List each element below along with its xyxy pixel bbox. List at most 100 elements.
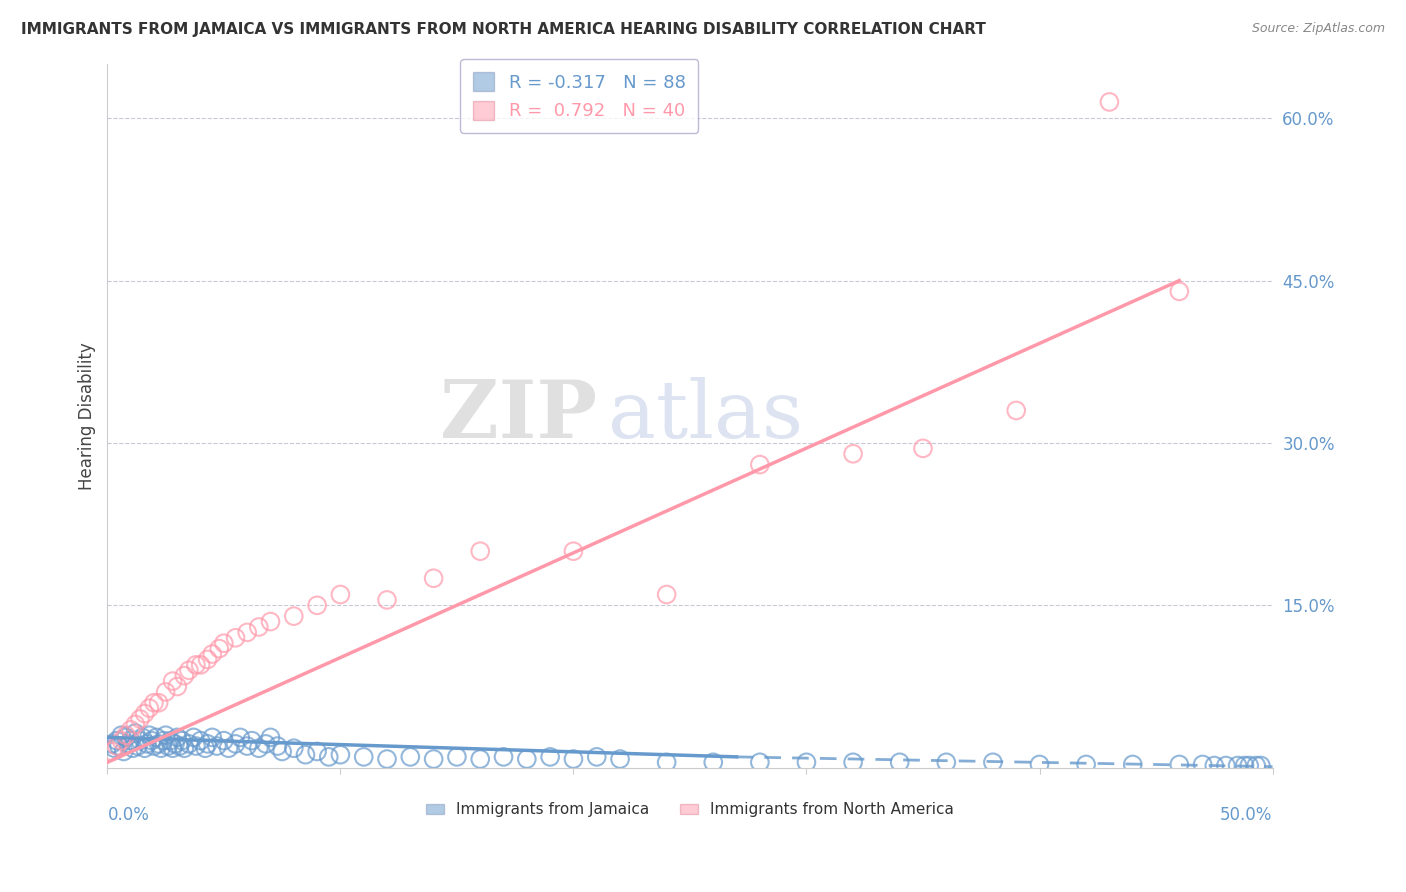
Point <box>110 728 132 742</box>
Point <box>120 723 142 737</box>
Point <box>585 750 607 764</box>
Point <box>1204 758 1226 772</box>
Point <box>131 731 153 745</box>
Point <box>283 609 305 624</box>
Point <box>1239 758 1261 772</box>
Point <box>124 717 146 731</box>
Point <box>259 615 281 629</box>
Point <box>259 731 281 745</box>
Y-axis label: Hearing Disability: Hearing Disability <box>79 342 96 490</box>
Point <box>655 587 678 601</box>
Point <box>981 756 1004 770</box>
Point <box>1005 403 1028 417</box>
Point <box>247 620 270 634</box>
Point <box>1233 758 1256 772</box>
Point <box>446 750 468 764</box>
Point <box>375 752 398 766</box>
Point <box>796 756 818 770</box>
Point <box>101 737 124 751</box>
Point <box>748 458 770 472</box>
Point <box>422 571 444 585</box>
Point <box>134 741 156 756</box>
Point <box>271 744 294 758</box>
Point <box>538 750 561 764</box>
Point <box>329 587 352 601</box>
Point <box>105 733 128 747</box>
Point <box>307 599 329 613</box>
Point <box>134 706 156 721</box>
Point <box>120 733 142 747</box>
Text: IMMIGRANTS FROM JAMAICA VS IMMIGRANTS FROM NORTH AMERICA HEARING DISABILITY CORR: IMMIGRANTS FROM JAMAICA VS IMMIGRANTS FR… <box>21 22 986 37</box>
Point <box>212 733 235 747</box>
Point <box>122 741 145 756</box>
Point <box>266 739 288 753</box>
Point <box>201 731 224 745</box>
Point <box>105 739 128 753</box>
Point <box>254 737 277 751</box>
Point <box>136 737 159 751</box>
Point <box>470 752 492 766</box>
Point <box>609 752 631 766</box>
Point <box>138 728 160 742</box>
Point <box>101 744 124 758</box>
Point <box>183 731 205 745</box>
Point <box>842 756 865 770</box>
Point <box>247 741 270 756</box>
Point <box>225 737 247 751</box>
Point <box>177 663 200 677</box>
Point <box>201 647 224 661</box>
Point <box>236 625 259 640</box>
Point <box>911 442 934 456</box>
Point <box>152 733 174 747</box>
Point <box>842 447 865 461</box>
Point <box>375 593 398 607</box>
Point <box>562 752 585 766</box>
Point <box>156 739 179 753</box>
Point <box>190 733 212 747</box>
Point <box>170 733 193 747</box>
Text: atlas: atlas <box>609 377 803 455</box>
Point <box>108 739 131 753</box>
Point <box>212 636 235 650</box>
Point <box>145 731 167 745</box>
Point <box>353 750 375 764</box>
Point <box>1074 757 1097 772</box>
Point <box>103 741 125 756</box>
Point <box>307 744 329 758</box>
Point <box>197 652 219 666</box>
Point <box>117 737 139 751</box>
Point <box>329 747 352 762</box>
Point <box>1028 757 1050 772</box>
Point <box>197 737 219 751</box>
Point <box>110 733 132 747</box>
Point <box>218 741 240 756</box>
Point <box>702 756 724 770</box>
Point <box>470 544 492 558</box>
Point <box>225 631 247 645</box>
Point <box>124 726 146 740</box>
Point <box>1191 757 1213 772</box>
Point <box>562 544 585 558</box>
Point <box>162 674 184 689</box>
Point <box>138 701 160 715</box>
Point <box>143 739 166 753</box>
Point <box>516 752 538 766</box>
Point <box>194 741 217 756</box>
Point <box>294 747 316 762</box>
Point <box>229 731 252 745</box>
Point <box>208 641 231 656</box>
Point <box>173 741 195 756</box>
Point <box>283 741 305 756</box>
Point <box>169 739 191 753</box>
Point <box>162 741 184 756</box>
Point <box>155 685 177 699</box>
Point <box>159 733 181 747</box>
Point <box>141 733 163 747</box>
Point <box>127 739 149 753</box>
Point <box>173 668 195 682</box>
Point <box>1250 758 1272 772</box>
Point <box>143 696 166 710</box>
Point <box>115 728 138 742</box>
Point <box>240 733 263 747</box>
Point <box>1098 95 1121 109</box>
